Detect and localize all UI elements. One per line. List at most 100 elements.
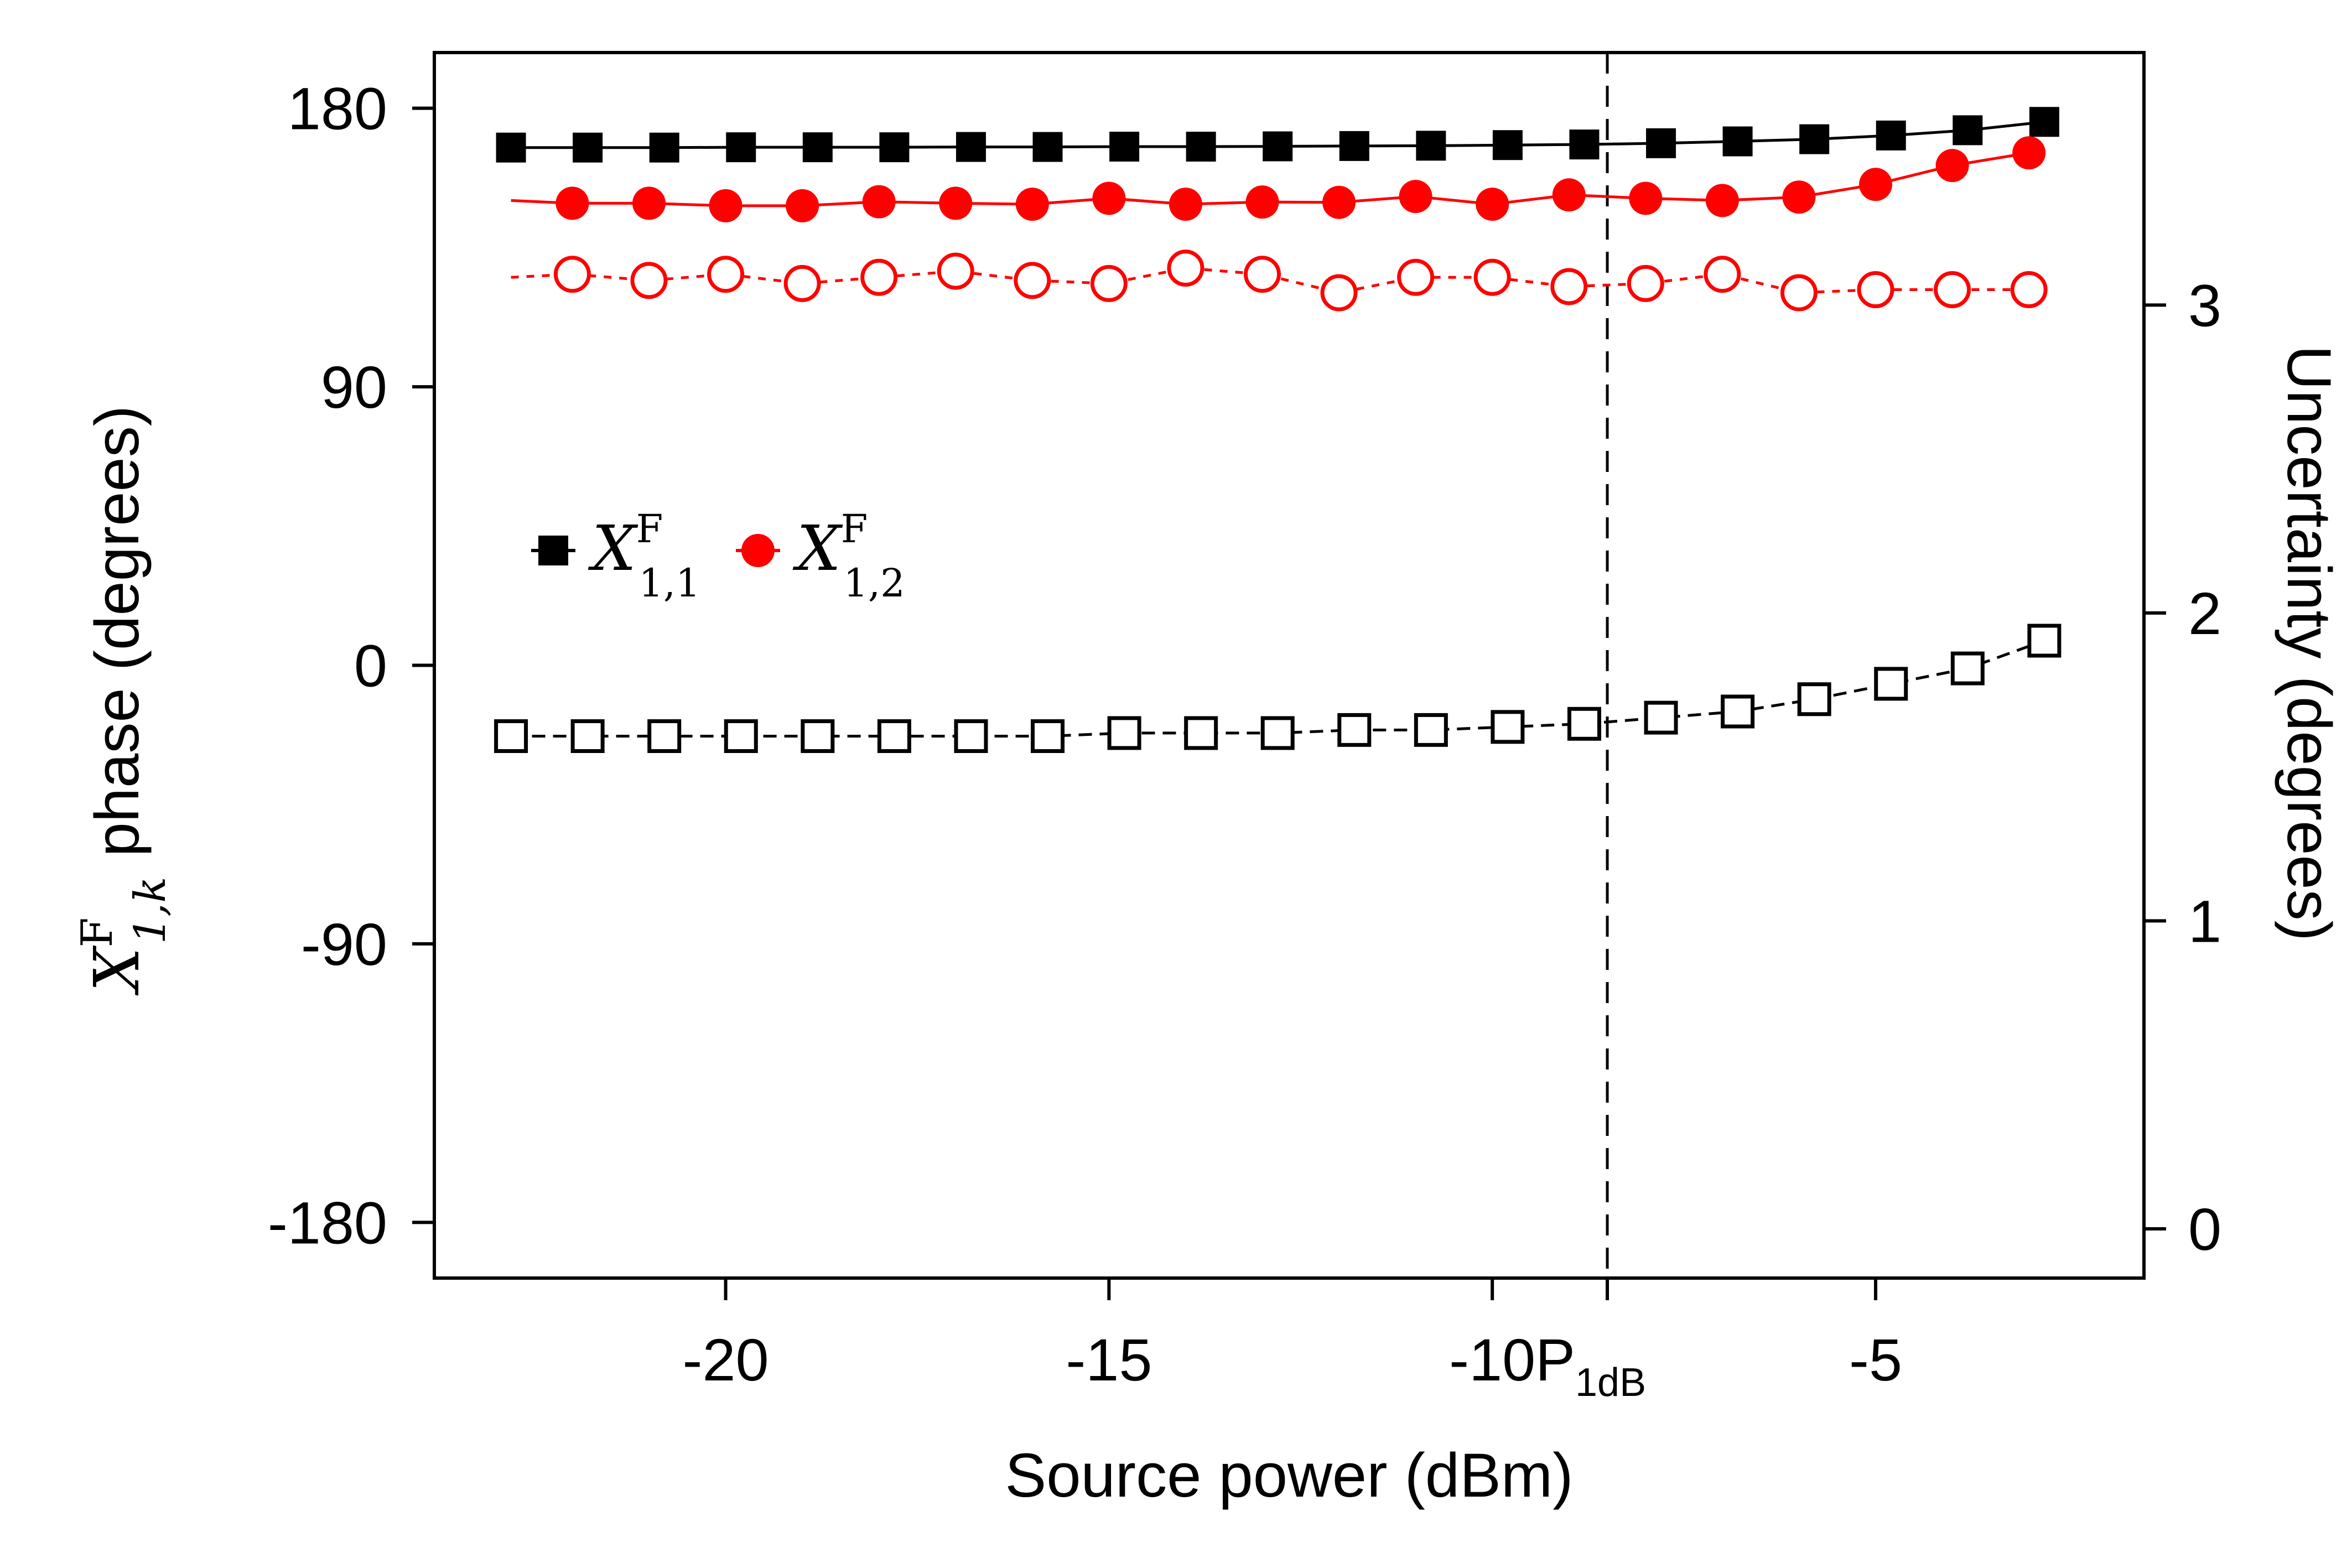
data-point-marker [1244,256,1281,293]
data-point-marker [1092,181,1126,215]
data-point-marker [1569,129,1600,160]
series-x12_uncertainty [511,250,2048,311]
data-point-marker [553,256,591,293]
data-point-marker [1107,716,1141,750]
data-point-marker [1473,258,1511,296]
y-left-axis-title: XF1,k phase (degrees) [72,406,175,996]
data-point-marker [1414,713,1448,747]
y-left-tick-label: -90 [301,911,387,978]
data-point-marker [786,189,819,222]
p1db-tick-label: P1dB [1535,1326,1646,1405]
x-tick-label: -10 [1449,1326,1535,1393]
data-point-marker [1552,178,1586,212]
data-point-marker [1167,250,1204,287]
p1db-label-subscript: 1dB [1575,1361,1646,1405]
data-point-marker [1797,682,1831,716]
data-point-marker [647,719,682,754]
data-point-marker [1550,268,1588,305]
data-point-marker [1109,132,1140,162]
data-point-marker [1567,707,1601,741]
data-point-marker [632,186,666,220]
y-left-subscript: 1,k [126,877,175,944]
y-right-tick-label: 3 [2188,272,2221,339]
series-layer [494,107,2062,754]
data-point-marker [1627,264,1664,302]
data-point-marker [877,719,911,754]
data-point-marker [1876,120,1906,150]
data-point-marker [1799,124,1830,154]
data-point-marker [709,189,743,222]
data-point-marker [1950,651,1985,686]
data-point-marker [1644,700,1678,735]
data-point-marker [1169,188,1202,221]
data-point-marker [649,132,679,163]
data-point-marker [956,132,986,162]
legend-symbol: X [792,513,843,585]
data-point-marker [1339,131,1369,161]
series-x11_phase [496,107,2059,163]
y-left-tick-label: 90 [321,354,387,420]
data-point-marker [570,719,605,754]
data-point-marker [1874,667,1908,701]
legend-superscript: F [841,506,868,552]
data-point-marker [1476,188,1509,221]
series-line [511,267,2029,294]
data-point-marker [630,262,668,299]
y-right-tick-label: 1 [2188,887,2221,954]
data-point-marker [802,132,833,163]
data-point-marker [879,132,910,163]
y-right-tick-label: 0 [2188,1196,2221,1263]
data-point-marker [1782,180,1816,214]
data-point-marker [555,186,589,220]
data-point-marker [783,264,821,302]
data-point-marker [1721,694,1755,729]
data-point-marker [1031,719,1065,754]
legend-marker [538,536,568,565]
plot-frame [433,51,2146,1280]
data-point-marker [1722,126,1753,157]
data-point-marker [1320,274,1358,311]
data-point-marker [937,252,974,290]
data-point-marker [1491,710,1525,744]
data-point-marker [1953,115,1983,146]
y-left-symbol: X [81,945,153,996]
data-point-marker [1322,185,1356,219]
data-point-marker [2010,271,2048,309]
p1db-label-main: P [1535,1326,1575,1393]
series-x11_uncertainty [494,624,2062,754]
y-left-superscript: F [72,917,122,947]
x-tick-label: -20 [683,1326,769,1393]
y-left-tick-label: -180 [268,1189,387,1256]
legend-item-1: XF 1,1 [531,506,700,606]
data-point-marker [1859,168,1893,201]
x-tick-label: -15 [1066,1326,1152,1393]
data-point-marker [573,132,603,163]
data-point-marker [939,186,973,220]
data-point-marker [2012,136,2046,170]
data-point-marker [724,719,758,754]
legend-marker [741,534,775,567]
y-right-tick-label: 2 [2188,580,2221,647]
data-point-marker [1260,716,1295,750]
data-point-marker [1263,131,1293,162]
legend-subscript: 1,2 [843,560,905,606]
data-point-marker [494,719,528,754]
data-point-marker [1704,256,1741,293]
data-point-marker [1399,180,1432,214]
data-point-marker [1492,130,1523,160]
axes-layer: -20 -15 -10 -5 P1dB 180 90 0 -90 -180 3 2 1 0 [268,75,2221,1405]
data-point-marker [1014,262,1051,299]
data-point-marker [1337,713,1372,747]
data-point-marker [860,258,898,296]
data-point-marker [726,132,756,163]
legend-item-2: XF 1,2 [736,506,905,606]
series-x12_phase [511,136,2046,222]
data-point-marker [1090,264,1128,302]
x-tick-label: -5 [1849,1326,1902,1393]
data-point-marker [1935,149,1969,183]
legend: XF 1,1 XF 1,2 [531,506,905,606]
legend-symbol: X [588,513,638,585]
y-left-tick-label: 0 [354,632,387,699]
y-right-axis-title: Uncertainty (degrees) [2275,345,2344,941]
